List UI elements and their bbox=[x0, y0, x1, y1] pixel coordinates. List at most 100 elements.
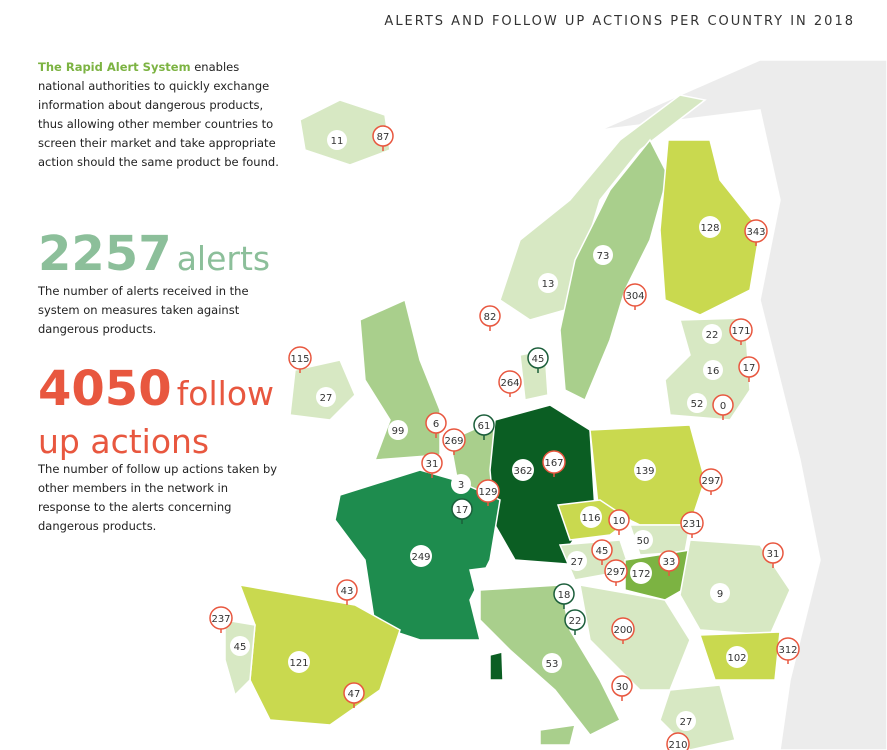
marker-value: 139 bbox=[635, 466, 654, 477]
sicily bbox=[539, 724, 576, 746]
marker-circle bbox=[538, 273, 558, 293]
marker: 139 bbox=[634, 459, 656, 481]
norway bbox=[499, 94, 707, 321]
marker-circle bbox=[699, 468, 723, 492]
marker-circle bbox=[567, 551, 587, 571]
marker-value: 45 bbox=[596, 546, 609, 557]
marker-circle bbox=[410, 545, 432, 567]
marker-value: 43 bbox=[341, 586, 354, 597]
marker-value: 99 bbox=[392, 426, 405, 437]
marker: 264 bbox=[498, 370, 522, 397]
marker-circle bbox=[710, 583, 730, 603]
marker: 171 bbox=[729, 318, 753, 345]
marker: 27 bbox=[316, 387, 336, 407]
marker: 102 bbox=[726, 646, 748, 668]
marker: 33 bbox=[658, 550, 680, 576]
marker-circle bbox=[630, 562, 652, 584]
marker: 52 bbox=[687, 393, 707, 413]
marker-value: 30 bbox=[616, 682, 629, 693]
marker: 61 bbox=[473, 414, 495, 440]
marker-circle bbox=[288, 651, 310, 673]
marker-circle bbox=[633, 530, 653, 550]
marker-circle bbox=[744, 219, 768, 243]
intro-highlight: The Rapid Alert System bbox=[38, 60, 191, 74]
marker-circle bbox=[703, 360, 723, 380]
iceland bbox=[299, 99, 391, 166]
marker: 17 bbox=[451, 498, 473, 524]
germany bbox=[489, 404, 596, 566]
marker: 249 bbox=[410, 545, 432, 567]
marker-value: 10 bbox=[613, 516, 626, 527]
marker: 16 bbox=[703, 360, 723, 380]
marker: 115 bbox=[288, 346, 312, 373]
marker-value: 13 bbox=[542, 279, 555, 290]
marker-value: 61 bbox=[478, 421, 491, 432]
marker-circle bbox=[425, 412, 447, 434]
marker-circle bbox=[712, 394, 734, 416]
marker: 172 bbox=[630, 562, 652, 584]
marker-circle bbox=[611, 675, 633, 697]
marker-circle bbox=[553, 583, 575, 605]
marker-circle bbox=[542, 450, 566, 474]
marker-circle bbox=[451, 498, 473, 520]
marker-value: 27 bbox=[571, 557, 584, 568]
page-title: ALERTS AND FOLLOW UP ACTIONS PER COUNTRY… bbox=[384, 14, 855, 29]
marker: 18 bbox=[553, 583, 575, 609]
marker-circle bbox=[676, 711, 696, 731]
marker: 30 bbox=[611, 675, 633, 701]
marker: 304 bbox=[623, 283, 647, 310]
marker-value: 27 bbox=[320, 393, 333, 404]
marker-circle bbox=[738, 356, 760, 378]
marker: 17 bbox=[738, 356, 760, 382]
marker-circle bbox=[372, 125, 394, 147]
marker-circle bbox=[336, 579, 358, 601]
marker: 47 bbox=[343, 682, 365, 708]
marker-circle bbox=[498, 370, 522, 394]
marker: 13 bbox=[538, 273, 558, 293]
marker-circle bbox=[316, 387, 336, 407]
marker-value: 264 bbox=[500, 378, 519, 389]
marker-circle bbox=[591, 539, 613, 561]
marker: 73 bbox=[593, 245, 613, 265]
alerts-description: The number of alerts received in the sys… bbox=[38, 284, 249, 336]
marker-value: 128 bbox=[700, 223, 719, 234]
marker-value: 45 bbox=[532, 354, 545, 365]
marker-value: 362 bbox=[513, 466, 532, 477]
marker-circle bbox=[512, 459, 534, 481]
marker: 237 bbox=[209, 606, 233, 633]
intro: The Rapid Alert System enables national … bbox=[38, 58, 283, 172]
marker-value: 210 bbox=[668, 740, 687, 750]
sweden bbox=[559, 138, 669, 402]
intro-text: enables national authorities to quickly … bbox=[38, 60, 279, 169]
marker-value: 16 bbox=[707, 366, 720, 377]
marker-circle bbox=[611, 617, 635, 641]
marker: 99 bbox=[388, 420, 408, 440]
marker-circle bbox=[327, 130, 347, 150]
marker-circle bbox=[479, 305, 501, 327]
marker-circle bbox=[762, 542, 784, 564]
marker: 10 bbox=[608, 509, 630, 535]
marker: 231 bbox=[680, 511, 704, 538]
marker-circle bbox=[564, 609, 586, 631]
alerts-stat: 2257 alerts bbox=[38, 226, 270, 282]
marker: 45 bbox=[591, 539, 613, 565]
marker: 22 bbox=[564, 609, 586, 635]
marker: 343 bbox=[744, 219, 768, 246]
marker-value: 249 bbox=[411, 552, 430, 563]
marker-value: 3 bbox=[458, 480, 464, 491]
marker-value: 73 bbox=[597, 251, 610, 262]
marker: 53 bbox=[542, 653, 562, 673]
marker: 362 bbox=[512, 459, 534, 481]
marker-circle bbox=[776, 637, 800, 661]
marker-circle bbox=[476, 479, 500, 503]
marker-value: 116 bbox=[581, 513, 600, 524]
marker: 31 bbox=[421, 452, 443, 478]
marker-circle bbox=[687, 393, 707, 413]
marker: 6 bbox=[425, 412, 447, 438]
marker-value: 47 bbox=[348, 689, 361, 700]
marker: 297 bbox=[699, 468, 723, 495]
marker-value: 6 bbox=[433, 419, 439, 430]
marker-circle bbox=[451, 474, 471, 494]
marker: 11 bbox=[327, 130, 347, 150]
